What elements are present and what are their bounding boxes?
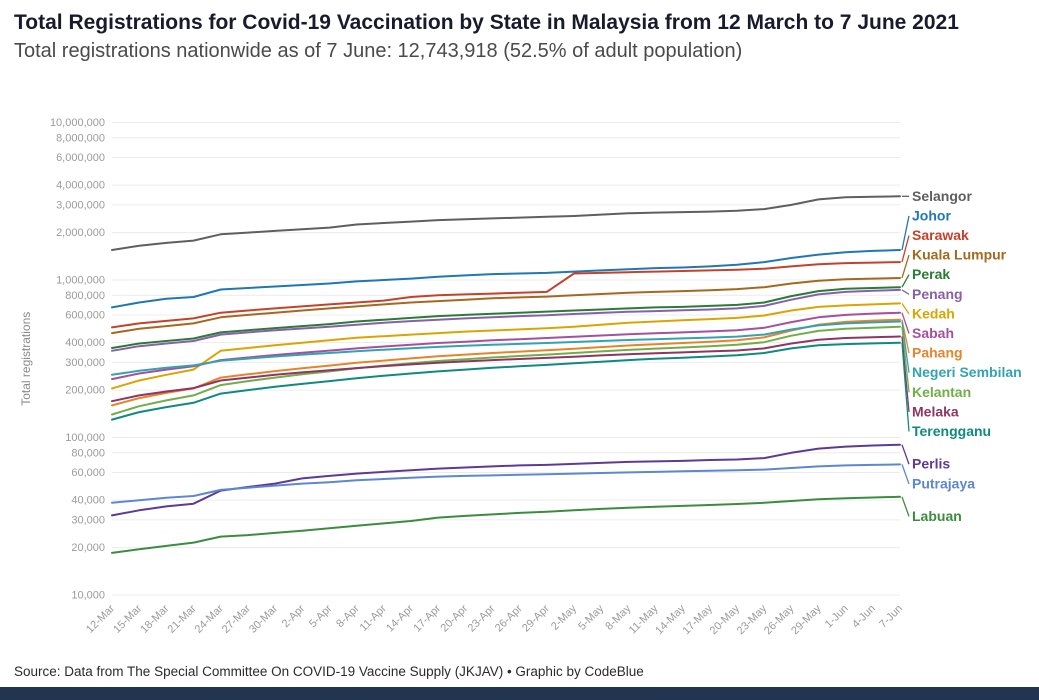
legend-leader xyxy=(901,336,910,412)
chart-title: Total Registrations for Covid-19 Vaccina… xyxy=(14,11,959,34)
y-tick-label: 200,000 xyxy=(65,385,105,397)
series-line-putrajaya xyxy=(111,463,901,504)
x-tick-label: 29-May xyxy=(789,602,824,637)
x-tick-label: 7-Jun xyxy=(877,603,905,631)
y-tick-label: 6,000,000 xyxy=(56,152,105,164)
x-tick-label: 18-Mar xyxy=(138,602,171,635)
chart-header: Total Registrations for Covid-19 Vaccina… xyxy=(0,0,1039,63)
y-tick-label: 800,000 xyxy=(65,290,105,302)
y-tick-label: 20,000 xyxy=(71,542,105,554)
x-tick-label: 23-Apr xyxy=(466,602,498,634)
legend-leader xyxy=(901,319,910,354)
x-tick-label: 4-Jun xyxy=(850,603,878,631)
legend-label-perlis: Perlis xyxy=(912,456,950,472)
legend-leader xyxy=(901,496,910,517)
x-tick-label: 11-Apr xyxy=(358,602,389,633)
y-tick-label: 10,000 xyxy=(71,590,105,602)
legend-label-penang: Penang xyxy=(912,286,963,302)
series-line-penang xyxy=(111,288,901,352)
x-tick-label: 24-Mar xyxy=(193,602,226,635)
legend-label-putrajaya: Putrajaya xyxy=(912,475,975,491)
series-line-perlis xyxy=(111,443,901,517)
series-line-labuan xyxy=(111,495,901,554)
x-tick-label: 29-Apr xyxy=(520,602,552,634)
x-tick-label: 2-May xyxy=(549,602,579,632)
y-tick-label: 80,000 xyxy=(71,447,105,459)
x-tick-label: 14-Apr xyxy=(384,602,416,634)
y-tick-label: 300,000 xyxy=(65,357,105,369)
y-tick-label: 10,000,000 xyxy=(50,117,105,129)
x-tick-label: 17-Apr xyxy=(411,602,443,634)
x-tick-label: 27-Mar xyxy=(220,602,253,635)
y-tick-label: 400,000 xyxy=(65,337,105,349)
series-line-kuala-lumpur xyxy=(111,277,901,335)
legend-leader xyxy=(901,274,910,288)
x-tick-label: 30-Mar xyxy=(247,602,280,635)
y-tick-label: 4,000,000 xyxy=(56,180,105,192)
legend-leader xyxy=(901,303,910,315)
legend-label-kuala-lumpur: Kuala Lumpur xyxy=(912,247,1007,263)
y-tick-label: 2,000,000 xyxy=(56,227,105,239)
y-tick-label: 100,000 xyxy=(65,432,105,444)
series-line-kedah xyxy=(111,302,901,390)
legend-label-kelantan: Kelantan xyxy=(912,384,971,400)
y-axis-title: Total registrations xyxy=(19,312,33,406)
legend-label-labuan: Labuan xyxy=(912,508,962,524)
x-tick-label: 26-Apr xyxy=(493,602,525,634)
x-tick-label: 21-Mar xyxy=(166,602,199,635)
source-note: Source: Data from The Special Committee … xyxy=(14,664,644,679)
x-tick-label: 1-Jun xyxy=(823,603,851,631)
series-line-melaka xyxy=(111,335,901,403)
legend-label-negeri-sembilan: Negeri Sembilan xyxy=(912,364,1022,380)
legend-leader xyxy=(901,215,910,251)
series-line-negeri-sembilan xyxy=(111,320,901,376)
chart-subtitle: Total registrations nationwide as of 7 J… xyxy=(14,40,743,63)
footer-bar xyxy=(0,687,1039,700)
legend-label-pahang: Pahang xyxy=(912,345,963,361)
x-tick-label: 20-Apr xyxy=(439,602,471,634)
legend-leader xyxy=(901,321,910,373)
series-line-johor xyxy=(111,249,901,309)
series-line-sabah xyxy=(111,311,901,381)
legend-label-terengganu: Terengganu xyxy=(912,423,991,439)
x-tick-label: 5-May xyxy=(576,602,606,632)
y-tick-label: 1,000,000 xyxy=(56,275,105,287)
legend-label-selangor: Selangor xyxy=(912,188,972,204)
legend-label-melaka: Melaka xyxy=(912,403,959,419)
y-tick-label: 8,000,000 xyxy=(56,132,105,144)
legend-leader xyxy=(901,289,910,295)
series-line-pahang xyxy=(111,318,901,407)
legend-leader xyxy=(901,326,910,393)
y-tick-label: 600,000 xyxy=(65,309,105,321)
y-tick-label: 30,000 xyxy=(71,514,105,526)
series-line-selangor xyxy=(111,195,901,251)
series-line-sarawak xyxy=(111,261,901,329)
legend-leader xyxy=(901,312,910,334)
legend-label-perak: Perak xyxy=(912,266,950,282)
x-tick-label: 2-Apr xyxy=(280,602,308,630)
legend-leader xyxy=(901,342,910,432)
legend-leader xyxy=(901,235,910,263)
x-tick-label: 5-Apr xyxy=(307,602,335,630)
legend-leader xyxy=(901,444,910,465)
y-tick-label: 40,000 xyxy=(71,495,105,507)
registrations-line-chart: 10,000 20,000 30,000 40,000 60,000 80,000 100,… xyxy=(19,117,1022,637)
series-line-terengganu xyxy=(111,341,901,421)
legend-leader xyxy=(901,464,910,485)
x-tick-label: 12-Mar xyxy=(84,602,117,635)
series-line-kelantan xyxy=(111,325,901,416)
legend-leader xyxy=(901,254,910,279)
series-line-perak xyxy=(111,286,901,349)
y-tick-label: 60,000 xyxy=(71,467,105,479)
legend-label-johor: Johor xyxy=(912,207,951,223)
y-tick-label: 3,000,000 xyxy=(56,199,105,211)
legend-label-sabah: Sabah xyxy=(912,325,954,341)
x-tick-label: 15-Mar xyxy=(111,602,144,635)
legend-label-kedah: Kedah xyxy=(912,305,955,321)
legend-label-sarawak: Sarawak xyxy=(912,227,969,243)
